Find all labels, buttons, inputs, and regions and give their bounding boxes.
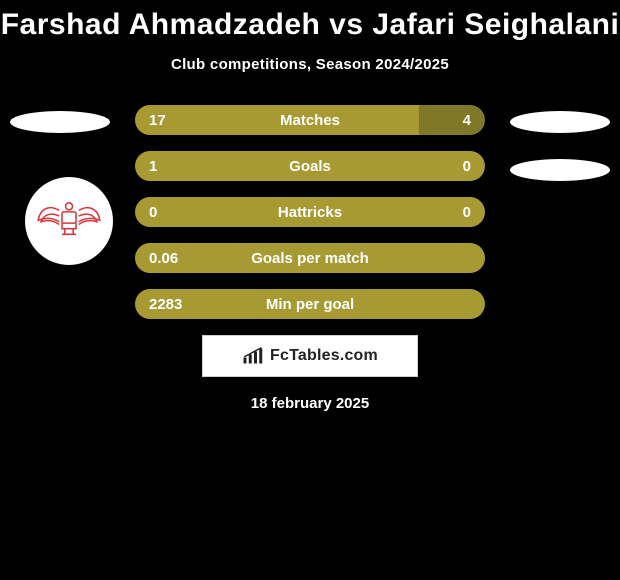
team-right-badge-2 (510, 159, 610, 181)
chart-icon (242, 347, 266, 365)
stat-row: 2283Min per goal (135, 289, 485, 319)
stat-row: 174Matches (135, 105, 485, 135)
brand-text: FcTables.com (270, 347, 378, 365)
stat-label: Min per goal (135, 289, 485, 319)
stats-area: 174Matches 10Goals 00Hattricks 0.06Goals pe… (0, 105, 620, 412)
stat-row: 10Goals (135, 151, 485, 181)
date-text: 18 february 2025 (0, 395, 620, 412)
team-left-logo (25, 177, 113, 265)
stat-label: Goals (135, 151, 485, 181)
comparison-bars: 174Matches 10Goals 00Hattricks 0.06Goals pe… (135, 105, 485, 319)
stat-label: Matches (135, 105, 485, 135)
team-left-badge-1 (10, 111, 110, 133)
stat-row: 0.06Goals per match (135, 243, 485, 273)
trophy-wings-icon (34, 195, 104, 247)
team-right-badge-1 (510, 111, 610, 133)
brand-box: FcTables.com (202, 335, 418, 377)
page-title: Farshad Ahmadzadeh vs Jafari Seighalani (0, 8, 620, 42)
stat-row: 00Hattricks (135, 197, 485, 227)
stat-label: Goals per match (135, 243, 485, 273)
subtitle: Club competitions, Season 2024/2025 (0, 56, 620, 73)
stat-label: Hattricks (135, 197, 485, 227)
